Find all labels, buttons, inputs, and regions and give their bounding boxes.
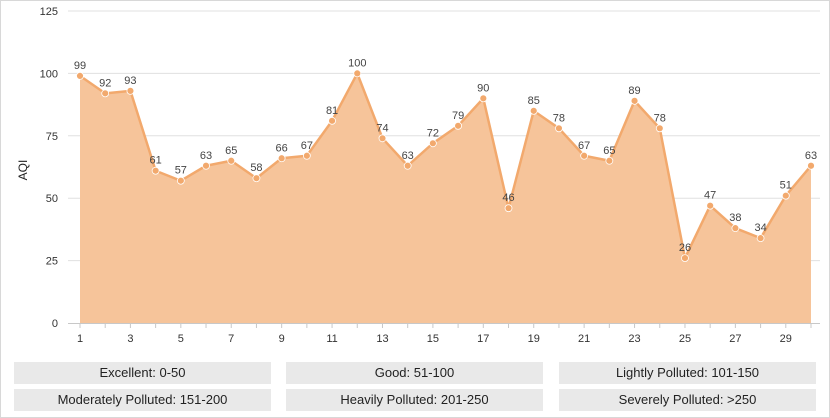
data-label: 51 bbox=[780, 180, 792, 192]
data-label: 74 bbox=[376, 122, 388, 134]
y-axis-label: AQI bbox=[16, 160, 30, 181]
data-label: 58 bbox=[250, 162, 262, 174]
data-label: 90 bbox=[477, 82, 489, 94]
y-tick-label: 125 bbox=[40, 6, 58, 18]
data-label: 81 bbox=[326, 105, 338, 117]
data-point bbox=[605, 156, 614, 165]
series-line bbox=[79, 72, 812, 260]
data-labels: 99 92 93 61 57 63 65 58 66 67 81 100 74 63 72 79 90 46 85 7… bbox=[74, 57, 817, 254]
data-label: 63 bbox=[200, 150, 212, 162]
data-point bbox=[76, 71, 84, 80]
legend-moderately-polluted: Moderately Polluted: 151-200 bbox=[14, 389, 271, 411]
x-tick-label: 29 bbox=[780, 333, 792, 345]
data-point bbox=[403, 161, 412, 170]
y-tick-label: 0 bbox=[52, 318, 58, 330]
data-label: 92 bbox=[99, 77, 111, 89]
data-label: 46 bbox=[502, 192, 514, 204]
x-tick-label: 11 bbox=[326, 333, 337, 345]
data-label: 85 bbox=[528, 95, 540, 107]
data-label: 67 bbox=[301, 140, 313, 152]
x-tick-label: 21 bbox=[578, 333, 590, 345]
data-point bbox=[328, 116, 336, 125]
data-label: 65 bbox=[603, 145, 615, 157]
data-point bbox=[227, 156, 236, 165]
data-label: 67 bbox=[578, 140, 590, 152]
data-point bbox=[781, 191, 790, 200]
legend-lightly-polluted: Lightly Polluted: 101-150 bbox=[559, 362, 816, 384]
data-label: 47 bbox=[704, 190, 716, 202]
y-tick-label: 75 bbox=[46, 131, 58, 143]
data-label: 78 bbox=[553, 112, 565, 124]
y-tick-label: 25 bbox=[46, 256, 58, 268]
data-label: 63 bbox=[805, 150, 817, 162]
data-point bbox=[378, 134, 387, 143]
data-label: 26 bbox=[679, 242, 691, 254]
data-label: 100 bbox=[348, 57, 366, 69]
x-tick-label: 19 bbox=[528, 333, 540, 345]
data-point bbox=[555, 124, 563, 133]
data-point bbox=[756, 234, 765, 243]
data-point bbox=[277, 154, 286, 163]
data-label: 65 bbox=[225, 145, 237, 157]
data-point bbox=[101, 89, 110, 98]
data-label: 93 bbox=[124, 75, 136, 87]
x-tick-label: 25 bbox=[679, 333, 691, 345]
data-point bbox=[151, 166, 160, 175]
data-point bbox=[630, 96, 639, 105]
data-point bbox=[655, 124, 664, 133]
x-tick-label: 15 bbox=[427, 333, 439, 345]
data-point bbox=[681, 254, 689, 263]
legend-heavily-polluted: Heavily Polluted: 201-250 bbox=[286, 389, 543, 411]
data-label: 72 bbox=[427, 127, 439, 139]
data-label: 78 bbox=[654, 112, 666, 124]
data-point bbox=[126, 86, 135, 95]
data-point bbox=[202, 161, 210, 170]
data-label: 34 bbox=[754, 222, 766, 234]
area-series bbox=[79, 72, 812, 324]
data-markers bbox=[76, 69, 815, 263]
data-point bbox=[529, 106, 538, 115]
data-point bbox=[479, 94, 488, 103]
x-tick-label: 9 bbox=[279, 333, 285, 345]
data-point bbox=[807, 161, 815, 170]
data-point bbox=[302, 151, 311, 160]
data-point bbox=[428, 139, 437, 148]
x-tick-label: 1 bbox=[77, 333, 83, 345]
x-tick-label: 3 bbox=[127, 333, 133, 345]
data-label: 61 bbox=[149, 155, 161, 167]
data-label: 79 bbox=[452, 110, 464, 122]
data-point bbox=[454, 121, 463, 130]
data-label: 66 bbox=[276, 142, 288, 154]
legend-severely-polluted: Severely Polluted: >250 bbox=[559, 389, 816, 411]
data-point bbox=[176, 176, 185, 185]
data-point bbox=[706, 201, 715, 210]
data-point bbox=[353, 69, 362, 78]
data-label: 63 bbox=[402, 150, 414, 162]
x-tick-label: 7 bbox=[228, 333, 234, 345]
data-label: 38 bbox=[729, 212, 741, 224]
data-point bbox=[504, 204, 513, 213]
data-label: 99 bbox=[74, 60, 86, 72]
data-point bbox=[731, 224, 740, 233]
x-tick-label: 27 bbox=[729, 333, 741, 345]
legend-good: Good: 51-100 bbox=[286, 362, 543, 384]
y-tick-label: 50 bbox=[46, 193, 58, 205]
x-tick-label: 13 bbox=[376, 333, 388, 345]
x-tick-label: 5 bbox=[178, 333, 184, 345]
data-point bbox=[580, 151, 589, 160]
x-tick-label: 23 bbox=[628, 333, 640, 345]
data-label: 89 bbox=[628, 85, 640, 97]
legend-excellent: Excellent: 0-50 bbox=[14, 362, 271, 384]
data-point bbox=[252, 174, 261, 183]
x-tick-label: 17 bbox=[477, 333, 489, 345]
data-label: 57 bbox=[175, 165, 187, 177]
y-tick-label: 100 bbox=[40, 68, 58, 80]
area-fill bbox=[80, 73, 811, 324]
